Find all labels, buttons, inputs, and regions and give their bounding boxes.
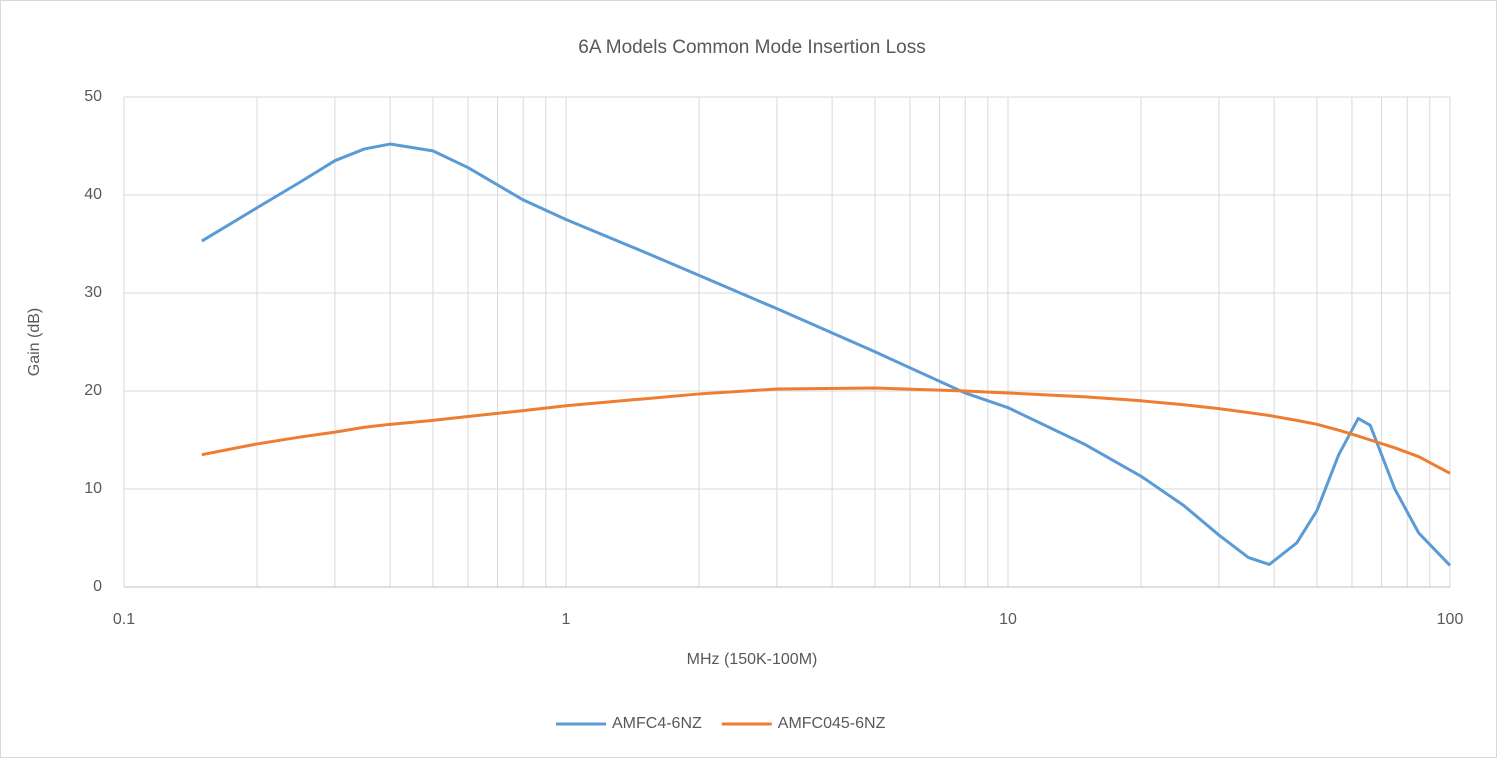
legend-label: AMFC045-6NZ <box>778 715 886 732</box>
chart-title: 6A Models Common Mode Insertion Loss <box>578 37 925 58</box>
x-tick-label: 1 <box>562 611 571 628</box>
y-tick-label: 10 <box>84 480 102 497</box>
data-line <box>201 142 1452 567</box>
y-tick-label: 50 <box>84 88 102 105</box>
x-axis-title: MHz (150K-100M) <box>687 651 818 668</box>
data-line <box>201 386 1451 475</box>
x-tick-label: 100 <box>1437 611 1464 628</box>
y-tick-label: 40 <box>84 186 102 203</box>
x-tick-label: 10 <box>999 611 1017 628</box>
legend-label: AMFC4-6NZ <box>612 715 702 732</box>
y-tick-label: 20 <box>84 382 102 399</box>
x-tick-label: 0.1 <box>113 611 135 628</box>
y-axis-title: Gain (dB) <box>26 308 43 376</box>
y-tick-label: 30 <box>84 284 102 301</box>
y-tick-label: 0 <box>93 578 102 595</box>
